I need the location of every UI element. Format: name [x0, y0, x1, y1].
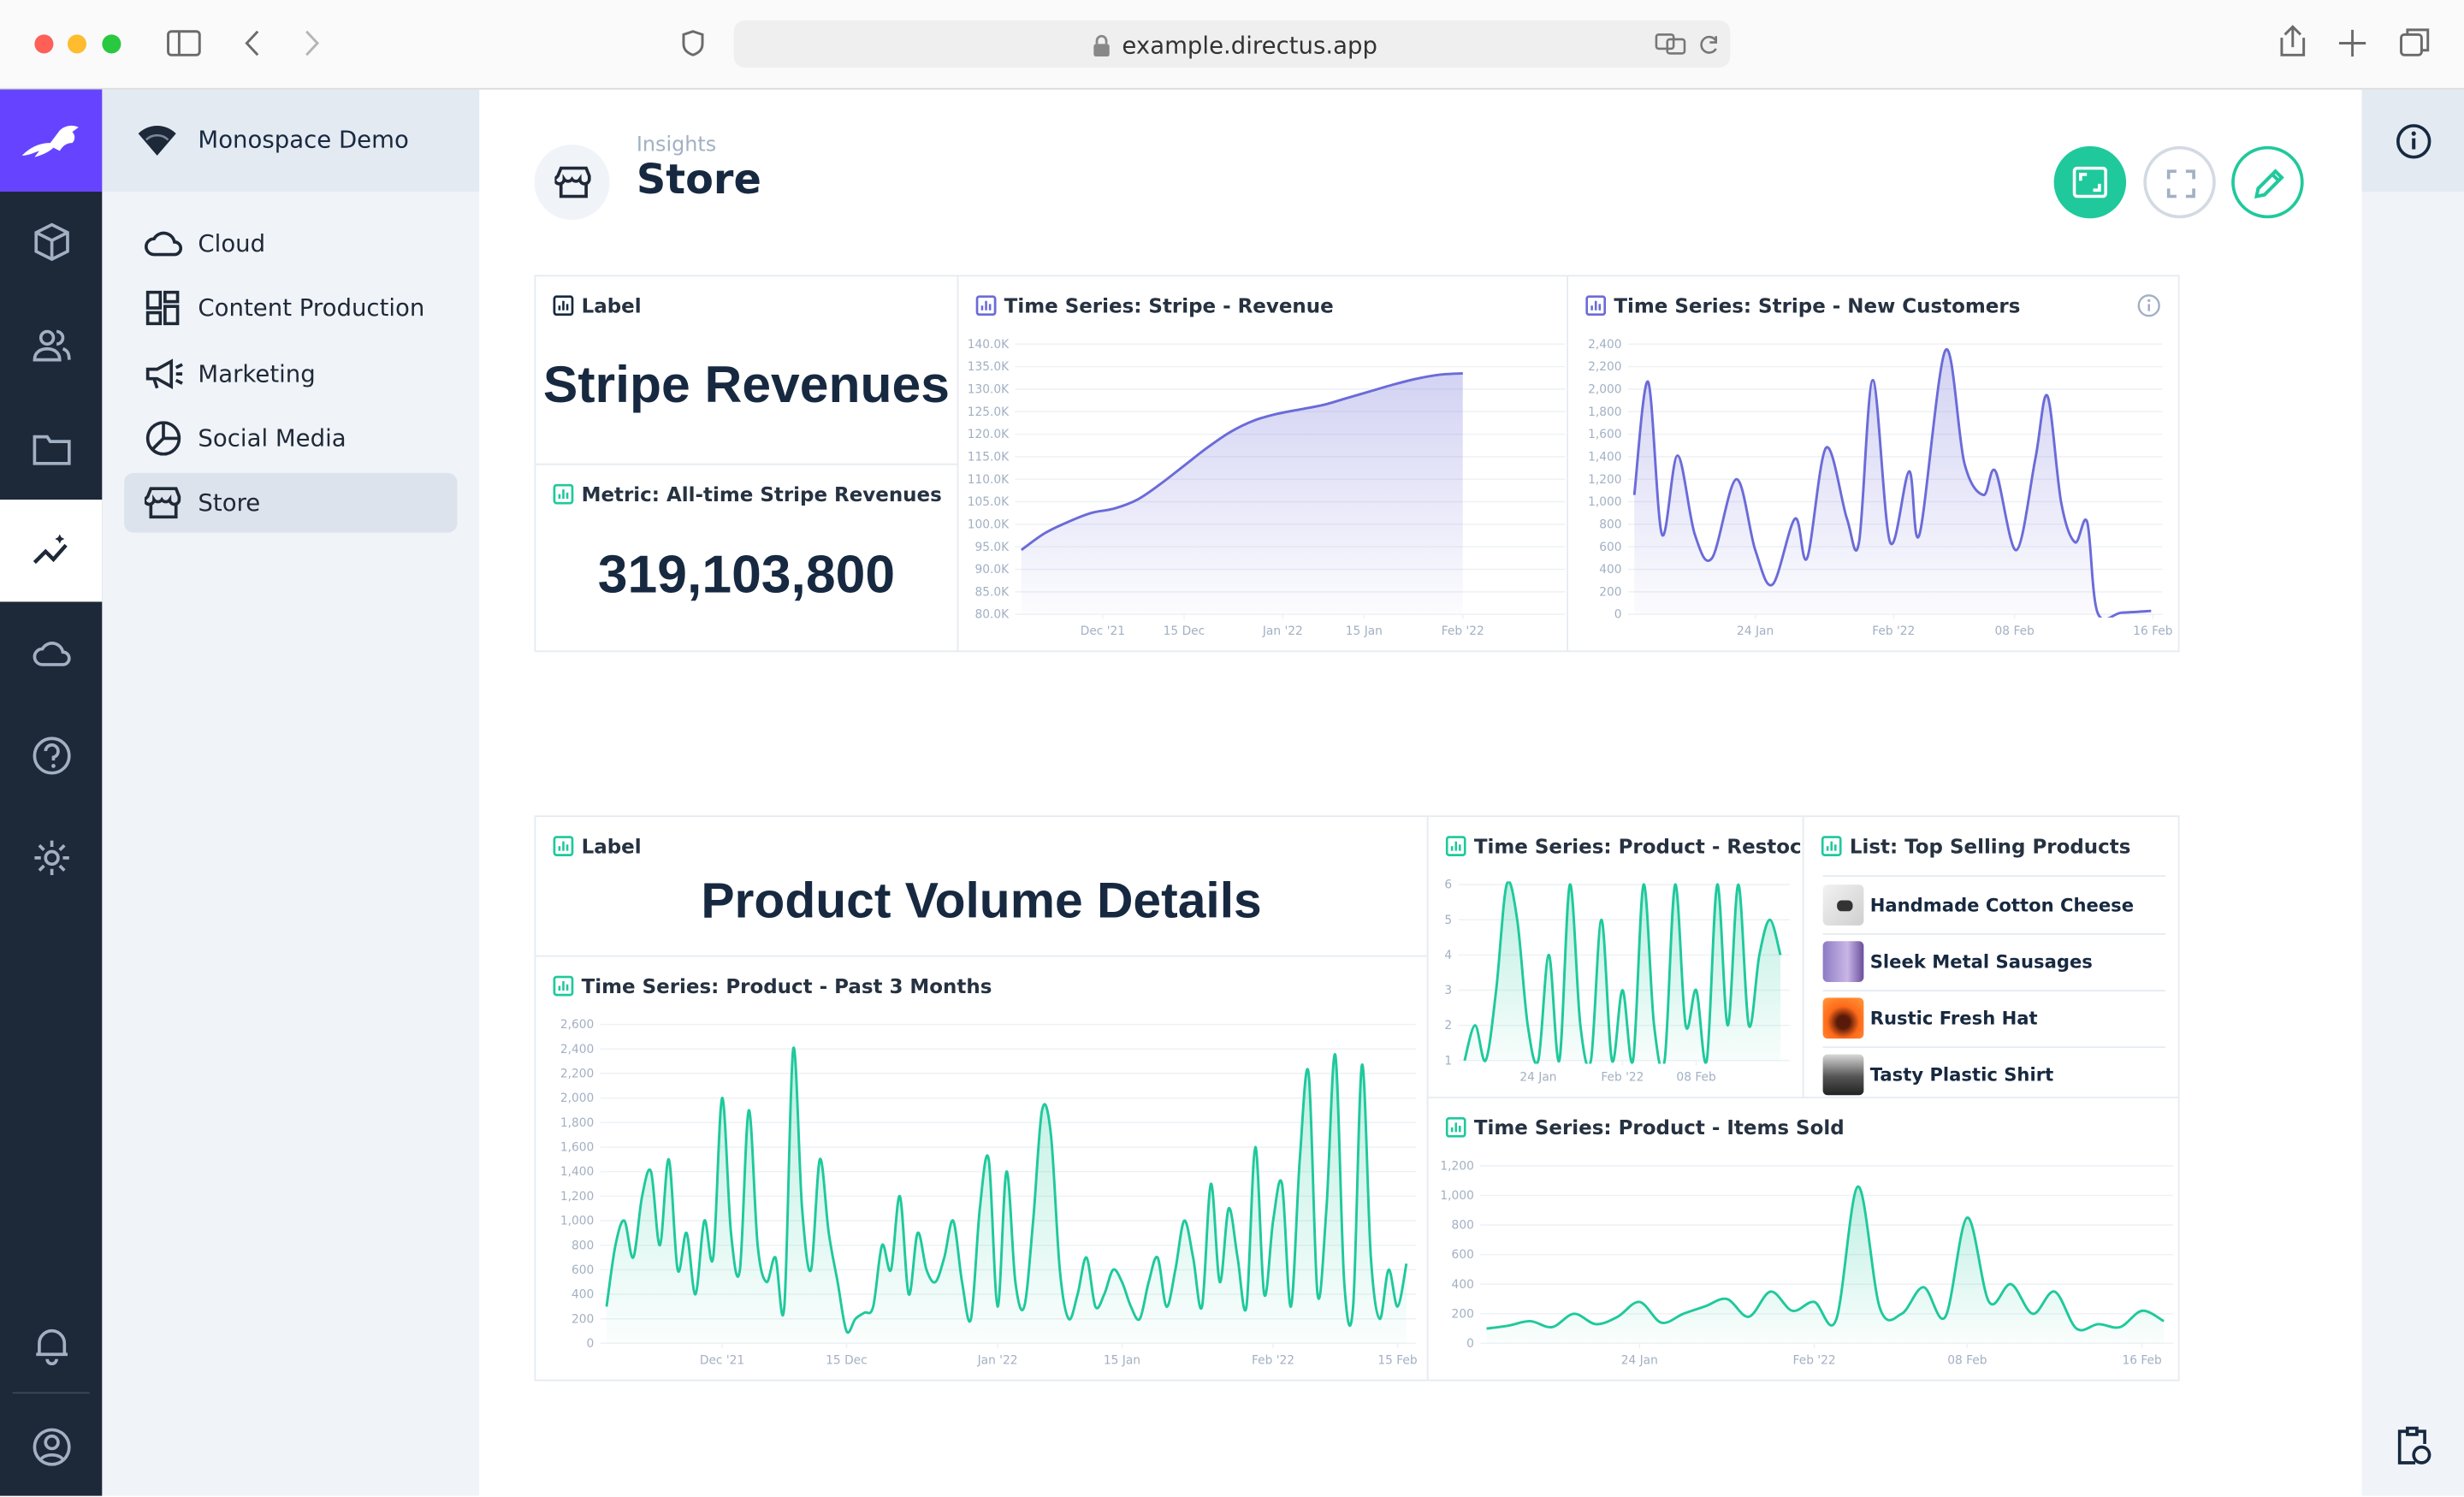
info-toggle[interactable] — [2362, 90, 2464, 192]
nav-label: Store — [198, 488, 260, 517]
project-header[interactable]: Monospace Demo — [102, 90, 479, 192]
nav-item-active[interactable]: Store — [124, 473, 457, 533]
sidebar-right — [2362, 90, 2464, 1496]
panel-header: Time Series: Stripe - Revenue — [976, 293, 1334, 317]
thumbnail — [1823, 1054, 1864, 1095]
zoom-button[interactable] — [102, 34, 121, 53]
panel-header: Time Series: Product - Items Sold — [1446, 1115, 1845, 1139]
panel-title: Time Series: Product - Restocks — [1474, 834, 1827, 858]
url-bar[interactable]: example.directus.app — [734, 21, 1730, 68]
nav-label: Cloud — [198, 229, 265, 257]
panel-list: List: Top Selling Products Handmade Cott… — [1803, 815, 2180, 1098]
panel-icon — [554, 295, 574, 316]
minimize-button[interactable] — [68, 34, 86, 53]
browser-toolbar: example.directus.app — [0, 0, 2464, 90]
panel-label: Label Stripe Revenues — [534, 275, 958, 464]
item-label: Sleek Metal Sausages — [1870, 950, 2093, 973]
nav-item[interactable]: Content Production — [124, 278, 457, 338]
panel-header: Time Series: Stripe - New Customers — [1585, 293, 2020, 317]
panel-icon — [554, 976, 574, 997]
panel-title: Label — [582, 834, 642, 858]
notifications-icon[interactable] — [32, 1324, 73, 1365]
breadcrumb[interactable]: Insights — [637, 133, 716, 157]
files-icon[interactable] — [32, 429, 73, 470]
lock-icon — [1093, 34, 1111, 56]
label-text: Stripe Revenues — [536, 355, 957, 415]
panel-icon — [554, 836, 574, 856]
page-title: Store — [637, 157, 761, 204]
nav-item[interactable]: Marketing — [124, 344, 457, 404]
panel-chart: Time Series: Product - Items Sold — [1427, 1097, 2180, 1381]
nav-label: Content Production — [198, 293, 424, 322]
content-icon[interactable] — [32, 222, 73, 263]
panel-header: Metric: All-time Stripe Revenues — [554, 482, 942, 506]
item-label: Tasty Plastic Shirt — [1870, 1063, 2053, 1086]
info-icon[interactable] — [2137, 293, 2161, 317]
panel-header: Label — [554, 293, 642, 317]
metric-value: 319,103,800 — [536, 545, 957, 606]
panel-icon — [1446, 1117, 1466, 1138]
panel-title: List: Top Selling Products — [1850, 834, 2131, 858]
edit-button[interactable] — [2231, 146, 2303, 218]
panel-metric: Metric: All-time Stripe Revenues 319,103… — [534, 464, 958, 652]
panel-icon — [976, 295, 997, 316]
panel-title: Time Series: Product - Past 3 Months — [582, 974, 992, 998]
fullscreen-button[interactable] — [2143, 146, 2215, 218]
project-name: Monospace Demo — [198, 126, 408, 154]
url-actions[interactable] — [1655, 32, 1721, 56]
divider — [13, 1392, 90, 1393]
clipboard-icon[interactable] — [2395, 1425, 2432, 1466]
panel-header: Label — [554, 834, 642, 858]
panel-icon — [1585, 295, 1606, 316]
help-icon[interactable] — [32, 736, 73, 777]
thumbnail — [1823, 941, 1864, 982]
panel-title: Label — [582, 293, 642, 317]
panel-header: Time Series: Product - Past 3 Months — [554, 974, 992, 998]
user-icon[interactable] — [32, 1427, 73, 1468]
list-item[interactable]: Rustic Fresh Hat — [1823, 990, 2165, 1048]
list-item[interactable]: Handmade Cotton Cheese — [1823, 877, 2165, 935]
item-label: Rustic Fresh Hat — [1870, 1007, 2038, 1029]
list-item[interactable]: Sleek Metal Sausages — [1823, 933, 2165, 991]
insights-active[interactable] — [0, 500, 102, 601]
settings-icon[interactable] — [32, 837, 73, 879]
nav-label: Marketing — [198, 360, 315, 388]
cloud-icon[interactable] — [32, 633, 73, 674]
panel-title: Time Series: Stripe - Revenue — [1004, 293, 1334, 317]
panel-icon — [554, 484, 574, 505]
users-icon[interactable] — [32, 325, 73, 366]
panel-title: Metric: All-time Stripe Revenues — [582, 482, 942, 506]
panel-header: List: Top Selling Products — [1821, 834, 2131, 858]
label-text: Product Volume Details — [536, 872, 1426, 930]
list-item[interactable]: Tasty Plastic Shirt — [1823, 1046, 2165, 1103]
panel-label: Label Product Volume Details — [534, 815, 1428, 956]
module-bar — [0, 90, 102, 1496]
nav-label: Social Media — [198, 424, 346, 453]
nav-item[interactable]: Social Media — [124, 409, 457, 469]
panel-header: Time Series: Product - Restocks — [1446, 834, 1827, 858]
thumbnail — [1823, 885, 1864, 926]
panel-icon — [1821, 836, 1842, 856]
panel-chart: Time Series: Stripe - New Customers — [1567, 275, 2179, 652]
panel-chart: Time Series: Product - Restocks — [1427, 815, 1804, 1098]
nav-item[interactable]: Cloud — [124, 214, 457, 274]
panel-chart: Time Series: Product - Past 3 Months — [534, 956, 1428, 1382]
logo[interactable] — [0, 90, 102, 192]
panel-title: Time Series: Product - Items Sold — [1474, 1115, 1845, 1139]
url-text: example.directus.app — [1122, 32, 1377, 60]
thumbnail — [1823, 997, 1864, 1038]
page-icon — [534, 145, 609, 220]
panel-title: Time Series: Stripe - New Customers — [1614, 293, 2020, 317]
item-label: Handmade Cotton Cheese — [1870, 894, 2134, 916]
close-button[interactable] — [34, 34, 53, 53]
fit-button[interactable] — [2054, 146, 2126, 218]
panel-chart: Time Series: Stripe - Revenue — [957, 275, 1568, 652]
panel-icon — [1446, 836, 1466, 856]
